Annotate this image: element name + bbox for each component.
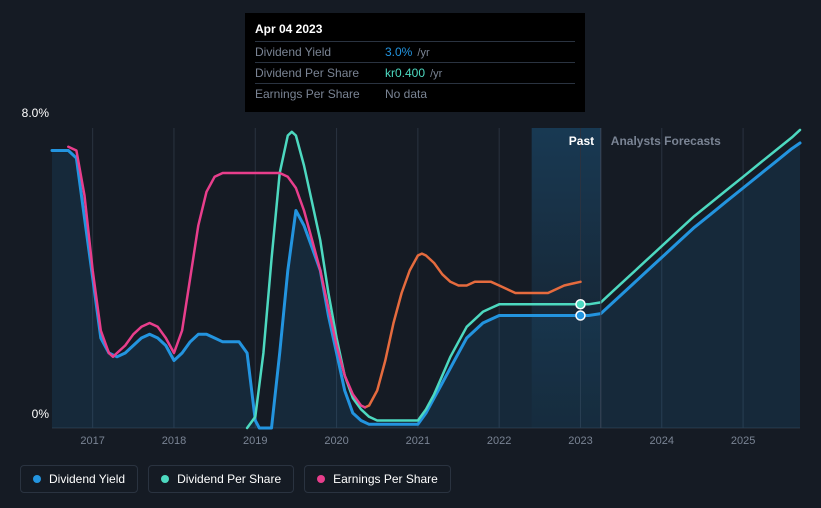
chart-tooltip: Apr 04 2023 Dividend Yield3.0% /yrDivide…	[245, 13, 585, 112]
tooltip-row: Dividend Per Sharekr0.400 /yr	[255, 63, 575, 84]
x-tick-label: 2024	[650, 435, 674, 447]
legend-label: Dividend Yield	[49, 472, 125, 486]
tooltip-row-label: Dividend Yield	[255, 45, 385, 59]
x-tick-label: 2021	[406, 435, 430, 447]
legend-label: Dividend Per Share	[177, 472, 281, 486]
legend-item-earnings_per_share[interactable]: Earnings Per Share	[304, 465, 451, 493]
tooltip-row-label: Earnings Per Share	[255, 87, 385, 101]
legend-item-dividend_yield[interactable]: Dividend Yield	[20, 465, 138, 493]
legend-dot	[161, 475, 169, 483]
legend-dot	[33, 475, 41, 483]
tooltip-row-value: No data	[385, 87, 427, 101]
x-tick-label: 2025	[731, 435, 755, 447]
y-axis-min: 0%	[32, 407, 49, 421]
x-tick-label: 2019	[243, 435, 267, 447]
tooltip-row: Dividend Yield3.0% /yr	[255, 42, 575, 63]
forecast-region-label: Analysts Forecasts	[611, 134, 721, 148]
chart-area[interactable]: 8.0% 0% 20172018201920202021202220232024…	[0, 110, 821, 450]
y-axis-max: 8.0%	[22, 106, 49, 120]
x-tick-label: 2018	[162, 435, 186, 447]
x-axis-labels: 2017 2018 2019 2020 2021 2022 2023 2024 2025	[52, 435, 800, 455]
legend-item-dividend_per_share[interactable]: Dividend Per Share	[148, 465, 294, 493]
tooltip-row-value: 3.0% /yr	[385, 45, 430, 59]
x-tick-label: 2020	[324, 435, 348, 447]
legend-dot	[317, 475, 325, 483]
tooltip-date: Apr 04 2023	[255, 19, 575, 42]
legend-label: Earnings Per Share	[333, 472, 438, 486]
x-tick-label: 2023	[568, 435, 592, 447]
tooltip-row-unit: /yr	[427, 68, 442, 80]
tooltip-row-label: Dividend Per Share	[255, 66, 385, 80]
tooltip-row-value: kr0.400 /yr	[385, 66, 442, 80]
x-tick-label: 2017	[80, 435, 104, 447]
x-tick-label: 2022	[487, 435, 511, 447]
tooltip-row: Earnings Per ShareNo data	[255, 84, 575, 104]
past-region-label: Past	[569, 134, 594, 148]
chart-svg	[0, 110, 821, 450]
legend: Dividend Yield Dividend Per Share Earnings…	[20, 465, 451, 493]
tooltip-row-unit: /yr	[414, 47, 429, 59]
